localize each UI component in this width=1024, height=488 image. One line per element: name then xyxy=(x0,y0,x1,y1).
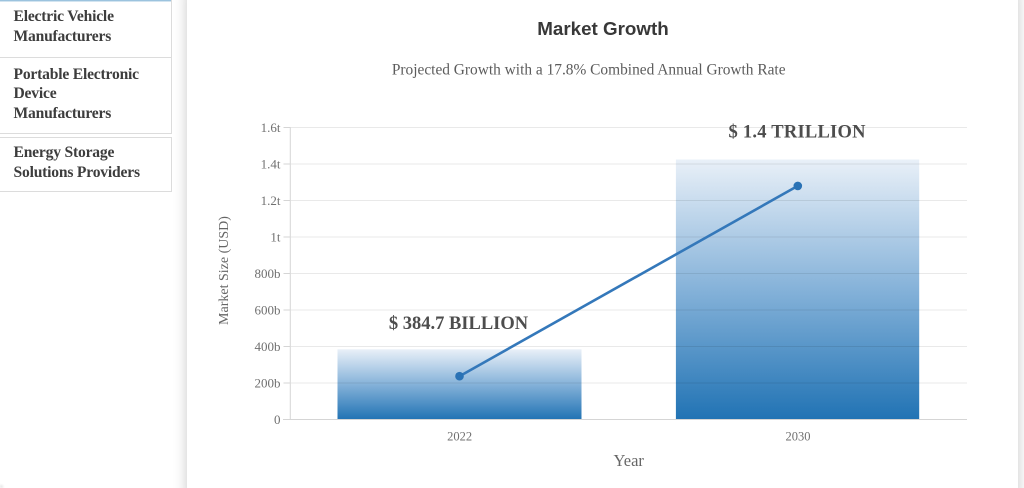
svg-text:400b: 400b xyxy=(255,339,281,354)
svg-text:Projected Growth with a 17.8%: Projected Growth with a 17.8% Combined A… xyxy=(392,62,786,79)
svg-text:2022: 2022 xyxy=(447,430,472,444)
svg-text:$ 384.7 BILLION: $ 384.7 BILLION xyxy=(389,314,529,334)
svg-text:1.2t: 1.2t xyxy=(261,193,281,208)
svg-text:0: 0 xyxy=(274,412,281,427)
svg-text:200b: 200b xyxy=(255,376,281,391)
svg-text:1.6t: 1.6t xyxy=(261,120,281,135)
svg-text:1t: 1t xyxy=(270,230,281,245)
svg-text:$ 1.4 TRILLION: $ 1.4 TRILLION xyxy=(729,123,867,143)
svg-text:600b: 600b xyxy=(255,303,281,318)
svg-text:Year: Year xyxy=(613,451,644,470)
svg-text:Market Growth: Market Growth xyxy=(537,18,669,39)
svg-text:2030: 2030 xyxy=(786,430,811,444)
svg-text:Market Size (USD): Market Size (USD) xyxy=(217,216,232,325)
svg-text:1.4t: 1.4t xyxy=(261,157,281,172)
svg-text:800b: 800b xyxy=(255,266,281,281)
